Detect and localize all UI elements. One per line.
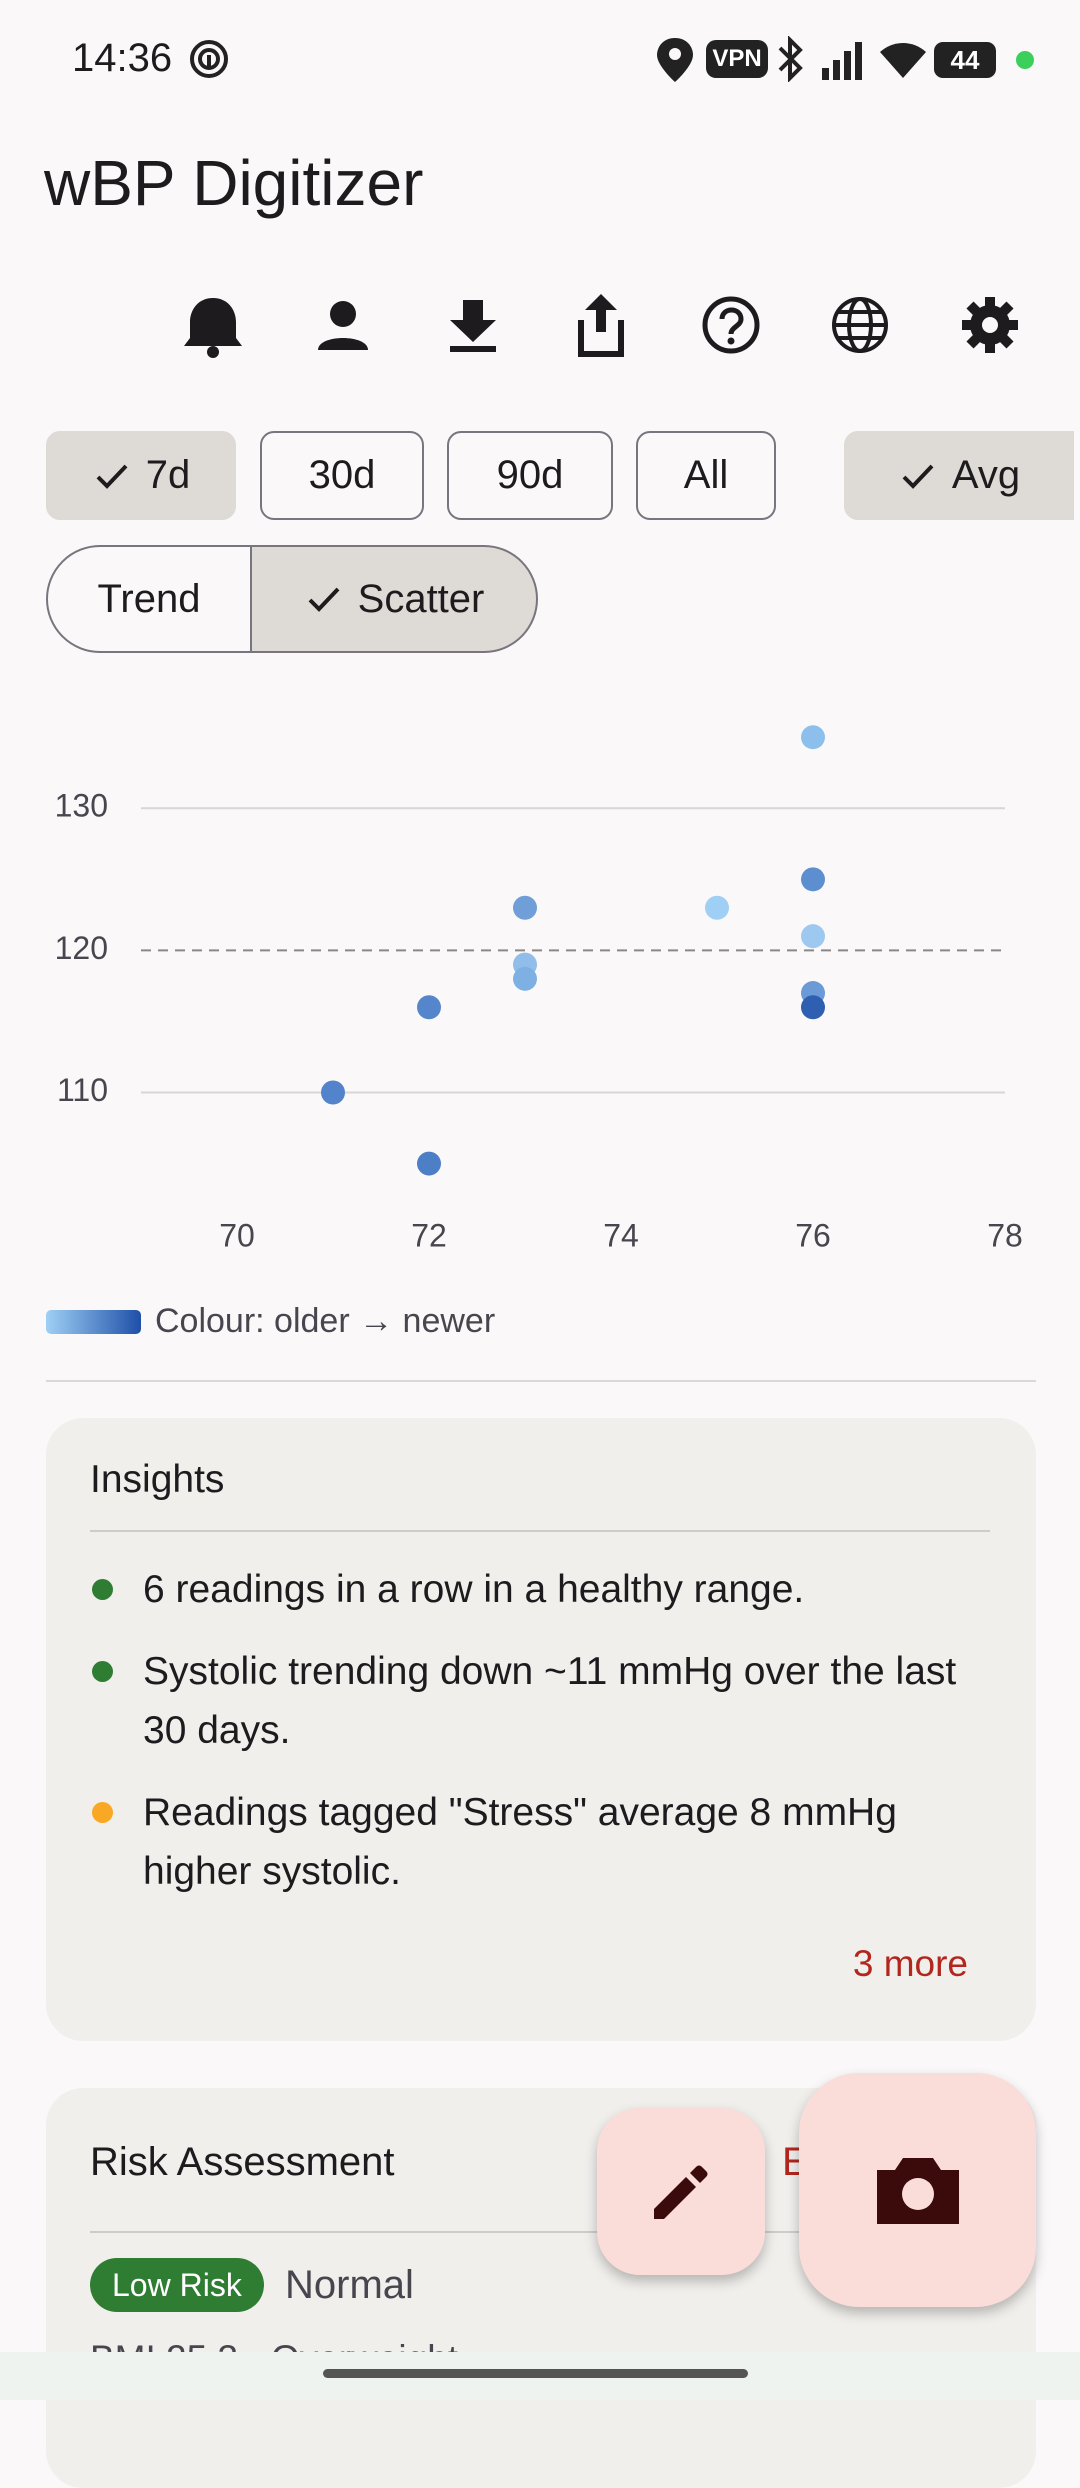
- x-tick-label: 74: [603, 1217, 639, 1253]
- signal-icon: [822, 42, 862, 80]
- edit-fab[interactable]: [597, 2108, 765, 2275]
- range-chip[interactable]: Avg: [844, 431, 1074, 520]
- scatter-chart: 110 120 130 70 72 74 76 78: [55, 725, 1023, 1253]
- toggle-scatter[interactable]: Scatter: [250, 545, 538, 653]
- insight-text: Systolic trending down ~11 mmHg over the…: [143, 1650, 957, 1752]
- insights-title: Insights: [90, 1458, 225, 1501]
- insight-text: 6 readings in a row in a healthy range.: [143, 1568, 805, 1611]
- toggle-label: Scatter: [357, 576, 485, 621]
- download-icon[interactable]: [450, 300, 496, 352]
- status-time: 14:36: [72, 36, 173, 80]
- data-point: [417, 1151, 441, 1176]
- help-icon[interactable]: [702, 296, 760, 354]
- profile-icon[interactable]: [318, 301, 368, 350]
- settings-icon[interactable]: [962, 297, 1018, 353]
- chip-label: Avg: [951, 453, 1021, 497]
- data-point: [801, 725, 825, 750]
- insight-item: 6 readings in a row in a healthy range.: [90, 1560, 990, 1619]
- data-point: [513, 895, 537, 920]
- bell-icon[interactable]: [184, 298, 242, 358]
- divider: [90, 1530, 990, 1532]
- x-tick-label: 78: [987, 1217, 1023, 1253]
- check-icon: [96, 464, 128, 489]
- camera-fab[interactable]: [799, 2073, 1036, 2307]
- y-tick-label: 110: [57, 1072, 108, 1108]
- x-tick-label: 76: [795, 1217, 831, 1253]
- divider: [90, 2231, 990, 2233]
- data-point: [513, 966, 537, 991]
- app-title: wBP Digitizer: [44, 147, 424, 219]
- location-icon: [657, 38, 693, 82]
- check-icon: [902, 464, 934, 489]
- chip-label: All: [683, 453, 729, 497]
- colour-gradient: [46, 1310, 141, 1334]
- y-tick-label: 120: [55, 930, 108, 966]
- insight-item: Readings tagged "Stress" average 8 mmHg …: [90, 1783, 990, 1901]
- data-point: [801, 867, 825, 892]
- check-icon: [308, 587, 340, 612]
- wifi-icon: [880, 43, 926, 78]
- toolbar-icons: [184, 294, 1018, 358]
- battery: 44: [934, 42, 996, 78]
- data-point: [417, 995, 441, 1020]
- range-chip[interactable]: 90d: [447, 431, 613, 520]
- risk-badge: Low Risk: [90, 2258, 264, 2312]
- insight-bullet: [92, 1579, 113, 1600]
- screen: 14:36 VPN 44 wBP Digitizer 7d 30d 90d All Av…: [0, 36, 1080, 2488]
- camera-icon: [876, 2158, 959, 2224]
- range-chip[interactable]: 7d: [46, 431, 236, 520]
- risk-title: Risk Assessment: [90, 2140, 395, 2184]
- share-icon[interactable]: [578, 294, 624, 357]
- range-chip[interactable]: 30d: [260, 431, 424, 520]
- y-tick-label: 130: [55, 788, 108, 824]
- range-chip[interactable]: All: [636, 431, 776, 520]
- chip-label: 7d: [145, 453, 191, 497]
- bluetooth-icon: [778, 36, 803, 82]
- x-tick-label: 70: [219, 1217, 255, 1253]
- data-point: [705, 895, 729, 920]
- insight-bullet: [92, 1661, 113, 1682]
- data-point: [801, 924, 825, 949]
- toggle-label: Trend: [97, 576, 201, 621]
- data-point: [801, 995, 825, 1020]
- x-tick-label: 72: [411, 1217, 447, 1253]
- privacy-dot: [1016, 51, 1034, 69]
- vpn-badge: VPN: [706, 40, 768, 78]
- risk-status: Normal: [285, 2263, 414, 2307]
- data-point: [321, 1080, 345, 1105]
- divider: [46, 1380, 1036, 1382]
- chip-label: 90d: [496, 453, 564, 497]
- insights-card: Insights 6 readings in a row in a health…: [46, 1418, 1036, 2041]
- insight-text: Readings tagged "Stress" average 8 mmHg …: [143, 1791, 897, 1893]
- colour-legend: Colour: older → newer: [155, 1302, 496, 1340]
- chip-label: 30d: [308, 453, 376, 497]
- insight-item: Systolic trending down ~11 mmHg over the…: [90, 1642, 990, 1760]
- home-handle[interactable]: [323, 2369, 748, 2378]
- language-icon[interactable]: [832, 297, 888, 353]
- more-link[interactable]: 3 more: [852, 1943, 968, 1984]
- insight-bullet: [92, 1802, 113, 1823]
- pencil-icon: [654, 2165, 708, 2219]
- fingerprint-icon: [190, 40, 228, 78]
